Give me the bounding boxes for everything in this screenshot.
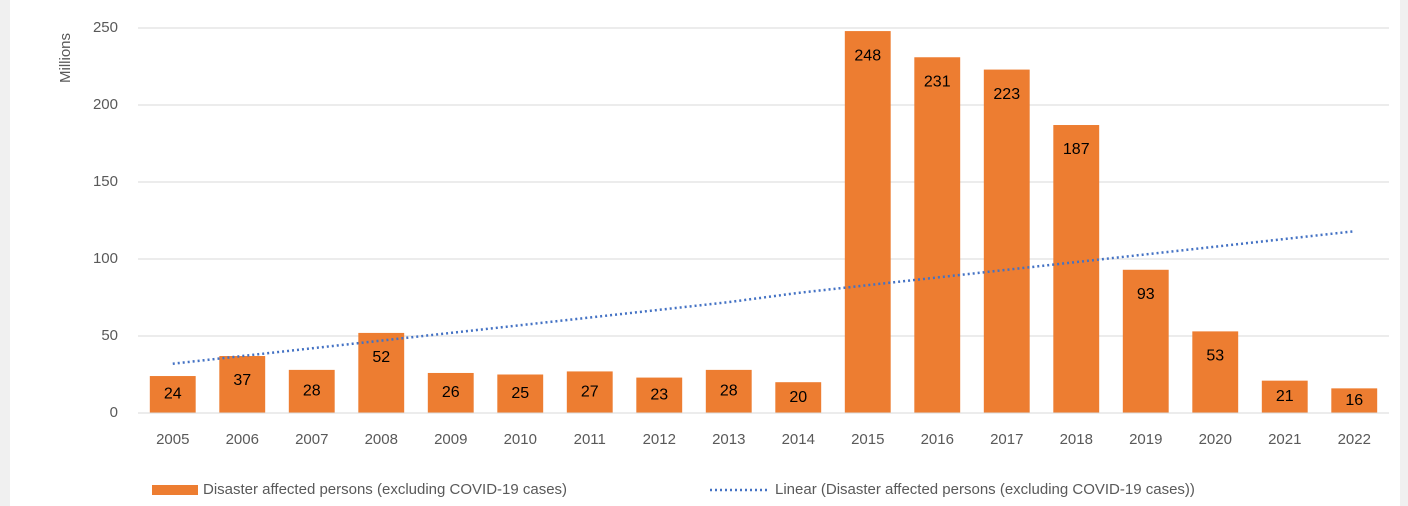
- bar: [219, 356, 266, 413]
- data-label: 27: [581, 383, 599, 400]
- data-label: 23: [650, 387, 668, 404]
- x-tick-label: 2016: [921, 431, 954, 448]
- data-label: 37: [233, 372, 251, 389]
- y-axis-label: Millions: [57, 33, 74, 83]
- x-tick-label: 2022: [1338, 431, 1371, 448]
- bar: [775, 382, 822, 413]
- bar: [497, 374, 544, 413]
- bar: [566, 371, 613, 413]
- data-label: 231: [924, 73, 951, 90]
- bar: [1122, 269, 1169, 413]
- data-label: 53: [1206, 348, 1224, 365]
- x-tick-label: 2018: [1060, 431, 1093, 448]
- x-tick-label: 2006: [226, 431, 259, 448]
- data-label: 93: [1137, 286, 1155, 303]
- x-tick-label: 2019: [1129, 431, 1162, 448]
- data-label: 24: [164, 386, 182, 403]
- data-label: 21: [1276, 388, 1294, 405]
- data-label: 52: [372, 349, 390, 366]
- bar: [636, 377, 683, 413]
- data-label: 223: [993, 86, 1020, 103]
- x-tick-label: 2012: [643, 431, 676, 448]
- bar: [358, 332, 405, 413]
- legend-label: Linear (Disaster affected persons (exclu…: [775, 481, 1195, 498]
- x-tick-label: 2010: [504, 431, 537, 448]
- bar: [1192, 331, 1239, 413]
- legend-swatch: [152, 485, 198, 495]
- trend-line: [172, 230, 1355, 365]
- y-tick-label: 0: [110, 404, 118, 421]
- bar: [1053, 125, 1100, 414]
- x-tick-label: 2020: [1199, 431, 1232, 448]
- x-tick-label: 2008: [365, 431, 398, 448]
- data-label: 187: [1063, 141, 1090, 158]
- chart-area: [10, 0, 1400, 506]
- bar: [149, 376, 196, 413]
- x-tick-label: 2011: [574, 431, 606, 448]
- bar: [288, 369, 335, 413]
- bar: [914, 57, 961, 413]
- x-tick-label: 2007: [295, 431, 328, 448]
- x-tick-label: 2014: [782, 431, 815, 448]
- y-tick-label: 150: [93, 173, 118, 190]
- data-label: 20: [789, 389, 807, 406]
- data-label: 28: [303, 383, 321, 400]
- y-tick-label: 100: [93, 250, 118, 267]
- y-tick-label: 50: [101, 327, 118, 344]
- data-label: 16: [1345, 392, 1363, 409]
- bar: [427, 372, 474, 413]
- bar: [983, 69, 1030, 413]
- y-tick-label: 250: [93, 19, 118, 36]
- x-tick-label: 2021: [1268, 431, 1301, 448]
- x-tick-label: 2013: [712, 431, 745, 448]
- y-tick-label: 200: [93, 96, 118, 113]
- bar: [705, 369, 752, 413]
- x-tick-label: 2015: [851, 431, 884, 448]
- data-label: 248: [854, 47, 881, 64]
- bar: [1331, 388, 1378, 413]
- x-tick-label: 2009: [434, 431, 467, 448]
- x-tick-label: 2017: [990, 431, 1023, 448]
- x-tick-label: 2005: [156, 431, 189, 448]
- data-label: 26: [442, 384, 460, 401]
- data-label: 28: [720, 383, 738, 400]
- bar: [844, 31, 891, 414]
- legend-label: Disaster affected persons (excluding COV…: [203, 481, 567, 498]
- bar: [1261, 380, 1308, 413]
- data-label: 25: [511, 385, 529, 402]
